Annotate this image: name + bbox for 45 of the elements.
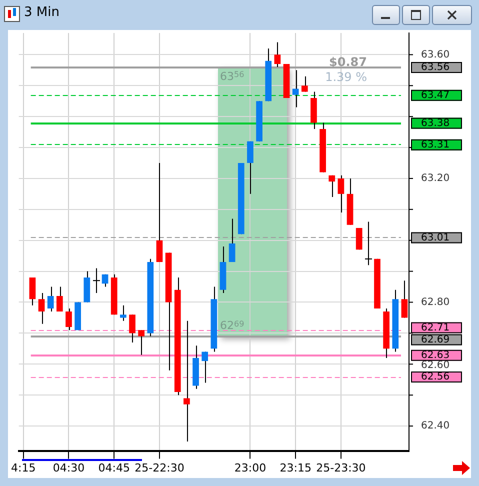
ref-line-label: 63.47 (421, 90, 450, 101)
y-tick-label: 62.40 (421, 420, 450, 432)
annotation: $0.87 (329, 55, 367, 70)
candlestick (29, 276, 36, 306)
candlestick (184, 320, 190, 442)
ref-line-label: 62.69 (421, 334, 450, 346)
x-tick-label: 04:45 (98, 461, 130, 474)
candlestick (228, 218, 236, 263)
x-tick-label: 25-23:30 (316, 461, 366, 474)
chart-title: 3 Min (24, 5, 60, 20)
candlestick (301, 76, 308, 92)
x-tick-label: 23:00 (234, 461, 266, 474)
candlestick (92, 268, 100, 294)
candlestick (274, 42, 281, 68)
y-tick-label: 63.20 (421, 173, 450, 184)
candlestick (202, 351, 208, 384)
candlestick (129, 314, 136, 343)
candlestick (292, 70, 299, 108)
candlestick (56, 286, 63, 312)
ref-line-label: 63.56 (421, 62, 450, 74)
x-tick-label: 23:15 (280, 461, 312, 474)
candlestick (364, 221, 372, 266)
candlestick (156, 162, 163, 263)
y-tick-label: 62.80 (421, 296, 450, 308)
candlestick (120, 304, 126, 322)
y-tick-label: 62.60 (421, 360, 450, 372)
candlestick (38, 292, 45, 324)
ref-line-label: 63.38 (421, 118, 450, 129)
x-tick-label: 4:15 (11, 461, 36, 474)
y-tick-label: 63.60 (421, 49, 450, 60)
ref-line-label: 63.31 (421, 140, 450, 151)
candlestick (66, 308, 72, 331)
candlestick (102, 274, 108, 288)
ref-line-label: 62.56 (421, 372, 450, 383)
candlestick (328, 174, 336, 198)
candlestick (247, 140, 254, 194)
candlestick (138, 330, 145, 356)
candlestick (47, 286, 54, 312)
ref-line-label: 62.71 (421, 322, 450, 334)
annotation: 1.39 % (325, 70, 367, 84)
x-tick-label: 04:30 (52, 461, 85, 474)
x-tick-label: 25-22:30 (134, 461, 184, 474)
candlestick (338, 174, 344, 213)
ref-line-label: 63.01 (421, 232, 450, 244)
ref-line-label: 62.63 (421, 350, 450, 361)
